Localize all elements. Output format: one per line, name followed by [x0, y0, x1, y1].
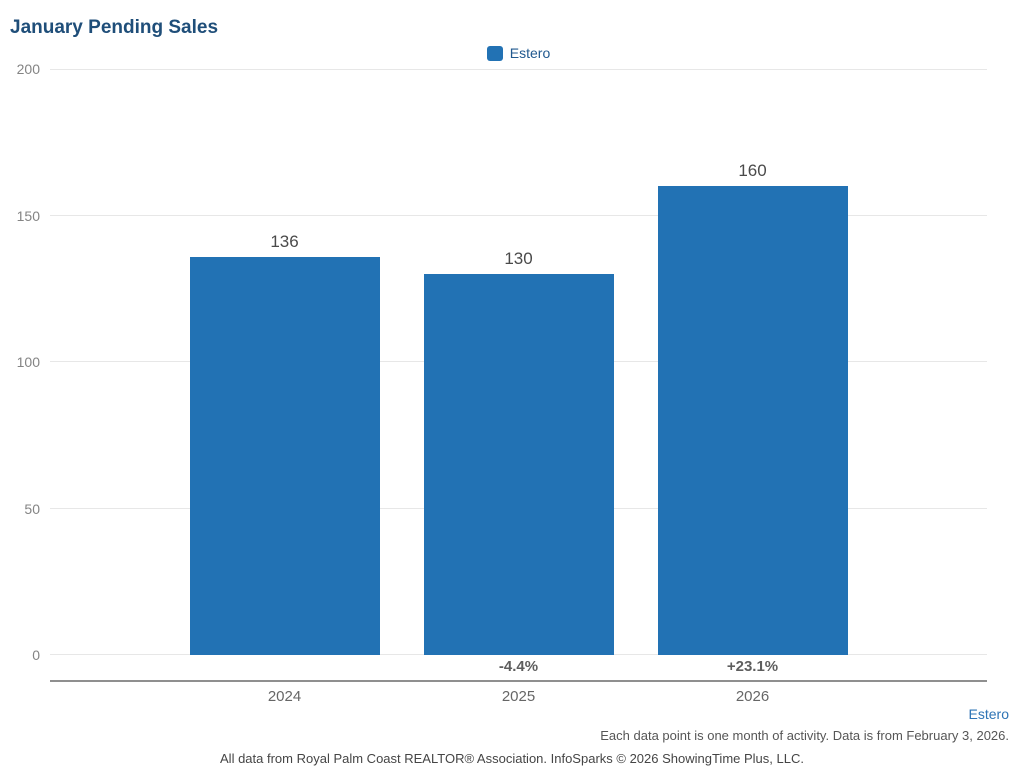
bar-value-label: 130: [504, 249, 533, 268]
x-axis-annotations: 2024 -4.4% 2025 +23.1% 2026: [50, 655, 987, 715]
x-tick-label: 2024: [267, 688, 302, 705]
plot-area: 136 130 160: [50, 69, 987, 655]
y-tick-label: 0: [32, 647, 40, 663]
series-name-footer: Estero: [968, 706, 1009, 722]
y-tick-label: 150: [16, 207, 40, 224]
data-note: Each data point is one month of activity…: [600, 728, 1009, 743]
x-tick-label: 2025: [501, 688, 536, 705]
bar-2024[interactable]: [190, 257, 380, 655]
gridline: [50, 214, 987, 216]
chart-title: January Pending Sales: [10, 17, 219, 38]
gridline: [50, 69, 987, 70]
y-tick-label: 100: [16, 354, 40, 370]
bar-2026[interactable]: [658, 186, 848, 655]
x-axis-line: [50, 680, 987, 682]
bar-value-label: 160: [738, 161, 767, 180]
y-tick-label: 50: [24, 500, 40, 517]
y-axis-labels: 0 50 100 150 200: [0, 61, 40, 663]
bar-2025[interactable]: [424, 274, 614, 655]
pct-change-label: -4.4%: [498, 658, 539, 675]
legend-color-swatch-icon: [486, 45, 503, 61]
y-tick-label: 200: [16, 61, 40, 77]
bar-value-label: 136: [270, 232, 299, 251]
legend-label: Estero: [509, 45, 551, 61]
attribution-note: All data from Royal Palm Coast REALTOR® …: [220, 751, 804, 766]
pct-change-label: +23.1%: [726, 658, 779, 675]
x-tick-label: 2026: [735, 688, 770, 705]
legend[interactable]: Estero: [50, 45, 987, 61]
